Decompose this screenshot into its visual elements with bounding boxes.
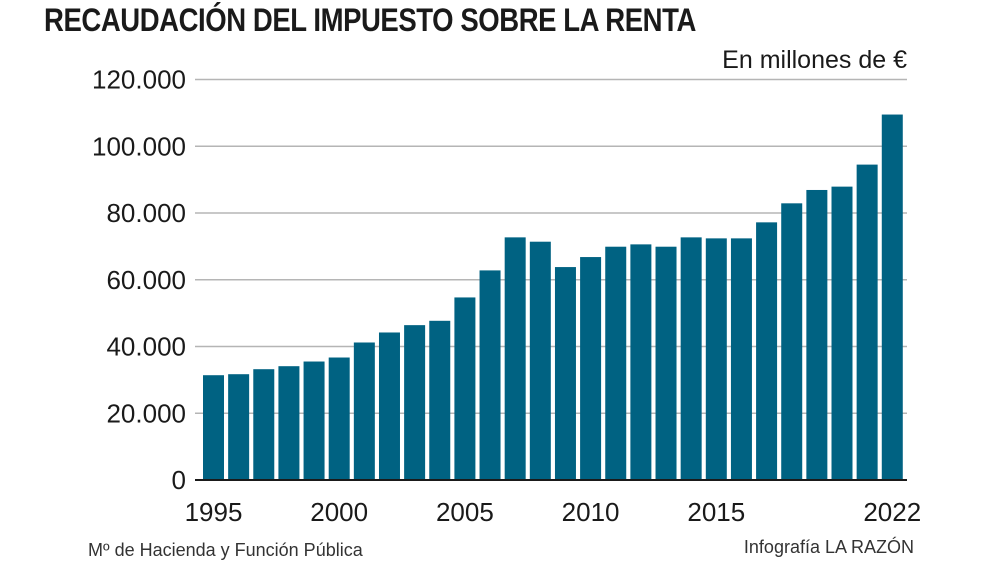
bar-2016 bbox=[730, 238, 752, 480]
bar-2021 bbox=[856, 164, 878, 480]
bar-1997 bbox=[253, 369, 275, 480]
bar-2006 bbox=[479, 270, 501, 480]
bar-2005 bbox=[454, 297, 476, 480]
chart-title: RECAUDACIÓN DEL IMPUESTO SOBRE LA RENTA bbox=[44, 2, 696, 38]
x-tick-label: 2005 bbox=[436, 497, 494, 527]
bar-2022 bbox=[881, 114, 903, 480]
y-tick-label: 0 bbox=[172, 465, 186, 495]
bar-2011 bbox=[605, 246, 627, 480]
bar-2007 bbox=[504, 237, 526, 480]
bar-2017 bbox=[756, 222, 778, 480]
bar-2018 bbox=[781, 203, 803, 481]
y-axis-ticks: 0 20.000 40.000 60.000 80.000 100.000 120.000 bbox=[92, 65, 186, 496]
x-tick-label: 2000 bbox=[310, 497, 368, 527]
bar-2013 bbox=[655, 246, 677, 480]
bar-1999 bbox=[303, 361, 325, 480]
x-tick-label: 2010 bbox=[562, 497, 620, 527]
x-tick-label: 2022 bbox=[863, 497, 921, 527]
y-tick-label: 60.000 bbox=[106, 265, 186, 295]
x-tick-label: 2015 bbox=[687, 497, 745, 527]
bar-2020 bbox=[831, 186, 853, 481]
bars bbox=[203, 114, 903, 481]
bar-1998 bbox=[278, 366, 300, 480]
x-tick-label: 1995 bbox=[185, 497, 243, 527]
bar-2009 bbox=[554, 267, 576, 480]
x-axis-ticks: 1995 2000 2005 2010 2015 2022 bbox=[185, 497, 922, 527]
y-tick-label: 20.000 bbox=[106, 398, 186, 428]
bar-2001 bbox=[353, 342, 375, 480]
bar-2019 bbox=[806, 189, 828, 480]
source-note: Mº de Hacienda y Función Pública bbox=[88, 540, 363, 560]
bar-2002 bbox=[378, 332, 400, 480]
bar-1996 bbox=[228, 374, 250, 480]
y-tick-label: 40.000 bbox=[106, 332, 186, 362]
y-tick-label: 100.000 bbox=[92, 131, 186, 161]
bar-2003 bbox=[404, 325, 426, 480]
y-tick-label: 120.000 bbox=[92, 65, 186, 95]
bar-2004 bbox=[429, 320, 451, 480]
unit-label: En millones de € bbox=[722, 46, 907, 74]
bar-2008 bbox=[529, 241, 551, 480]
y-tick-label: 80.000 bbox=[106, 198, 186, 228]
bar-2000 bbox=[328, 357, 350, 480]
bar-2010 bbox=[580, 257, 602, 480]
bar-2012 bbox=[630, 244, 652, 480]
bar-1995 bbox=[203, 375, 224, 480]
bar-2015 bbox=[705, 238, 727, 480]
credit-note: Infografía LA RAZÓN bbox=[743, 537, 914, 557]
bar-2014 bbox=[680, 237, 702, 480]
